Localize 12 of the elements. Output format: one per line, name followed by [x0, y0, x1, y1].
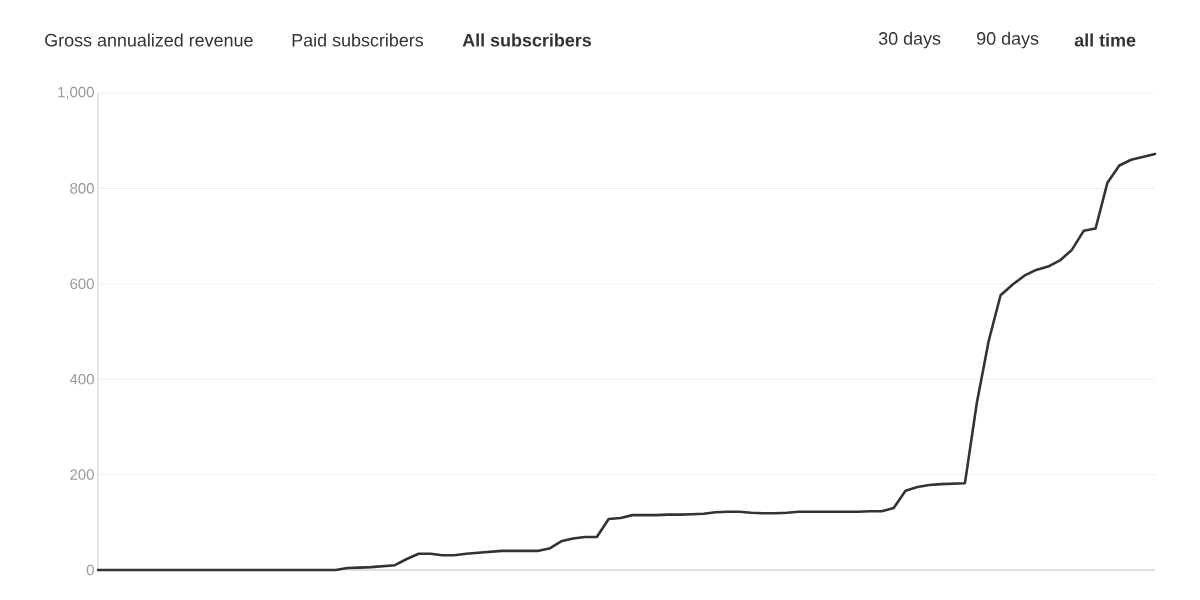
y-tick-label: 400	[69, 373, 94, 385]
text: 90 days	[977, 31, 1039, 49]
text: All subscribers	[462, 33, 592, 47]
y-tick-label: 800	[70, 183, 94, 194]
text: Gross annualized revenue	[45, 33, 253, 47]
y-tick-label: 600	[70, 278, 94, 290]
y-tick-label: 0	[86, 564, 94, 576]
text: 30 days	[878, 31, 941, 49]
text: all time	[1074, 33, 1136, 47]
y-tick-label: 200	[70, 469, 94, 480]
text: Paid subscribers	[292, 33, 424, 47]
y-tick-label: 1,000	[58, 86, 94, 100]
